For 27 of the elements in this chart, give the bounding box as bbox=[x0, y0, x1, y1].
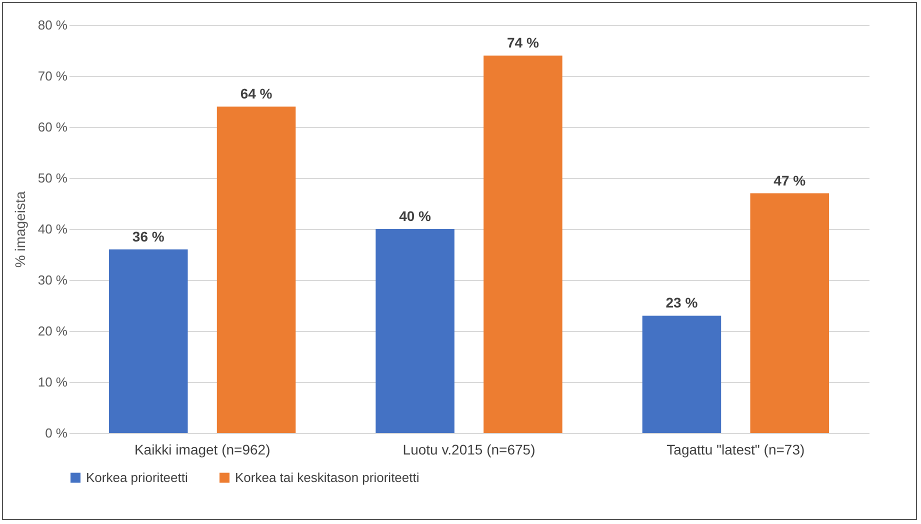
bar bbox=[109, 249, 188, 433]
data-label: 74 % bbox=[506, 34, 540, 51]
data-label: 64 % bbox=[240, 86, 273, 102]
data-label: 36 % bbox=[132, 228, 165, 244]
y-tick-label: 20 % bbox=[38, 324, 68, 338]
y-tick-label: 70 % bbox=[38, 68, 68, 84]
y-tick-label: 60 % bbox=[38, 120, 68, 134]
y-tick-label: 10 % bbox=[38, 374, 68, 390]
bar bbox=[216, 106, 296, 433]
y-tick-label: 30 % bbox=[38, 272, 68, 288]
y-tick-label: 80 % bbox=[38, 18, 68, 32]
bar bbox=[376, 229, 454, 433]
y-tick-label: 40 % bbox=[38, 222, 68, 236]
y-tick-label: 50 % bbox=[38, 170, 68, 186]
data-label: 23 % bbox=[666, 294, 698, 311]
y-axis-title: % imageista bbox=[12, 191, 28, 268]
x-tick-label: Tagattu "latest" (n=73) bbox=[666, 442, 805, 458]
y-tick-label: 0 % bbox=[45, 426, 68, 440]
x-tick-label: Kaikki imaget (n=962) bbox=[134, 442, 270, 458]
legend-label: Korkea prioriteetti bbox=[86, 470, 188, 485]
bar bbox=[642, 316, 722, 433]
bar bbox=[750, 193, 829, 433]
x-tick-label: Luotu v.2015 (n=675) bbox=[402, 442, 536, 458]
data-label: 40 % bbox=[399, 208, 432, 224]
bar bbox=[484, 56, 562, 433]
legend-label: Korkea tai keskitason prioriteetti bbox=[235, 470, 420, 485]
data-label: 47 % bbox=[774, 172, 806, 188]
